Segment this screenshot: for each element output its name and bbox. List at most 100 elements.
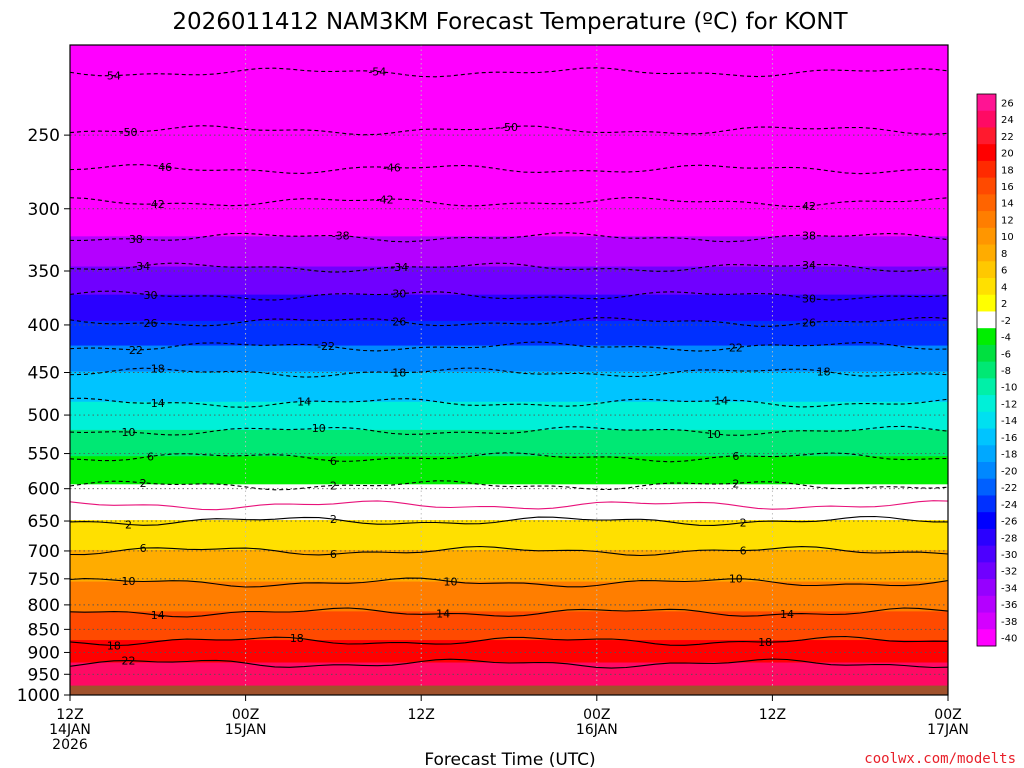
isotherm-label: 30	[802, 292, 816, 305]
isotherm-label: 42	[802, 200, 816, 213]
isotherm-line	[69, 577, 949, 588]
colorbar-label: -30	[1001, 550, 1017, 561]
isotherm-label: 14	[436, 608, 450, 621]
colorbar-swatch	[977, 629, 996, 647]
isotherm-label: 34	[136, 260, 150, 273]
colorbar-label: -40	[1001, 634, 1017, 645]
colorbar-label: 12	[1001, 215, 1014, 226]
colorbar-swatch	[977, 160, 996, 179]
y-tick-label: 250	[28, 126, 60, 146]
colorbar-swatch	[977, 428, 996, 446]
colorbar-swatch	[977, 462, 996, 480]
colorbar-frame	[976, 93, 997, 647]
plot-area: 54 -54 -50 -50 46 -46 42 -42 42 38 -38 38 34 -34 34 30 3…	[69, 44, 949, 696]
colorbar-label: -16	[1001, 433, 1017, 444]
x-tick-label: 17JAN	[927, 722, 969, 738]
credit-text[interactable]: coolwx.com/modelts	[864, 751, 1016, 767]
colorbar-label: 26	[1001, 98, 1014, 109]
isotherm-label: 18	[392, 366, 406, 379]
temperature-band	[70, 320, 948, 348]
colorbar-swatch	[977, 294, 996, 312]
colorbar-swatch	[977, 194, 996, 212]
temperature-band	[70, 484, 948, 507]
colorbar-label: 18	[1001, 165, 1014, 176]
y-tick-label: 450	[28, 364, 60, 384]
isotherm-label: 6	[330, 548, 337, 561]
isotherm-label: -50	[120, 126, 138, 139]
colorbar-swatch	[977, 545, 996, 563]
isotherm-label: 30	[143, 289, 157, 302]
isotherm-line	[69, 500, 949, 511]
colorbar-swatch	[977, 361, 996, 379]
x-tick-label: 12Z	[759, 707, 786, 723]
x-tick-label: 00Z	[232, 707, 259, 723]
isotherm-label: 46	[158, 161, 172, 174]
colorbar-label: 20	[1001, 149, 1014, 160]
isotherm-label: 38	[129, 233, 143, 246]
colorbar-label: 4	[1001, 282, 1007, 293]
y-tick-label: 1000	[17, 686, 60, 706]
colorbar-label: 2	[1001, 299, 1007, 310]
isotherm-label: 14	[297, 395, 311, 408]
x-tick-label: 15JAN	[225, 722, 267, 738]
y-tick-label: 950	[28, 665, 60, 685]
temperature-band	[70, 45, 948, 75]
y-tick-label: 850	[28, 620, 60, 640]
temperature-band	[70, 236, 948, 269]
isotherm-label: 2	[125, 519, 132, 532]
chart-title: 2026011412 NAM3KM Forecast Temperature (…	[172, 9, 848, 35]
isotherm-label: 30	[392, 288, 406, 301]
colorbar-label: -4	[1001, 333, 1011, 344]
temperature-band	[70, 168, 948, 203]
isotherm-label: 18	[151, 363, 165, 376]
colorbar-label: 16	[1001, 182, 1014, 193]
isotherm-line	[69, 607, 949, 618]
isotherm-label: 22	[729, 342, 743, 355]
colorbar-label: -10	[1001, 383, 1017, 394]
colorbar-swatch	[977, 445, 996, 463]
y-tick-label: 800	[28, 596, 60, 616]
colorbar-swatch	[977, 328, 996, 346]
colorbar-swatch	[977, 378, 996, 396]
isotherm-label: 22	[122, 655, 136, 668]
colorbar-swatch	[977, 528, 996, 547]
isotherm-label: 2	[732, 477, 739, 490]
isotherm-label: 10	[122, 575, 136, 588]
isotherm-label: 10	[312, 422, 326, 435]
x-tick-label: 16JAN	[576, 722, 618, 738]
x-tick-label: 00Z	[934, 707, 961, 723]
isotherm-label: -50	[500, 121, 518, 134]
temperature-band	[70, 71, 948, 132]
colorbar-label: -24	[1001, 500, 1017, 511]
colorbar-label: -8	[1001, 366, 1011, 377]
colorbar-swatch	[977, 495, 996, 513]
isotherm-label: 2	[740, 517, 747, 530]
colorbar-label: 14	[1001, 199, 1014, 210]
isotherm-label: 18	[290, 632, 304, 645]
colorbar-label: -34	[1001, 583, 1017, 594]
isotherm-label: 10	[443, 575, 457, 588]
isotherm-label: 6	[330, 455, 337, 468]
x-tick-label: 00Z	[583, 707, 610, 723]
colorbar-label: -20	[1001, 466, 1017, 477]
colorbar-label: 22	[1001, 132, 1014, 143]
temperature-band	[70, 294, 948, 323]
colorbar-swatch	[977, 177, 996, 195]
isotherm-label: 6	[732, 450, 739, 463]
y-tick-label: 550	[28, 445, 60, 465]
isotherm-line	[69, 658, 949, 669]
ground-band	[70, 685, 948, 695]
colorbar-label: -6	[1001, 349, 1011, 360]
x-axis-label: Forecast Time (UTC)	[424, 750, 595, 768]
isotherm-label: 18	[107, 639, 121, 652]
colorbar-swatch	[977, 94, 996, 112]
isotherm-label: 6	[740, 545, 747, 558]
temperature-band	[70, 549, 948, 584]
colorbar-label: 6	[1001, 266, 1007, 277]
isotherm-label: 14	[780, 608, 794, 621]
isotherm-label: -54	[368, 65, 386, 78]
colorbar-swatch	[977, 127, 996, 145]
y-tick-label: 750	[28, 570, 60, 590]
isotherm-label: -22	[317, 340, 335, 353]
